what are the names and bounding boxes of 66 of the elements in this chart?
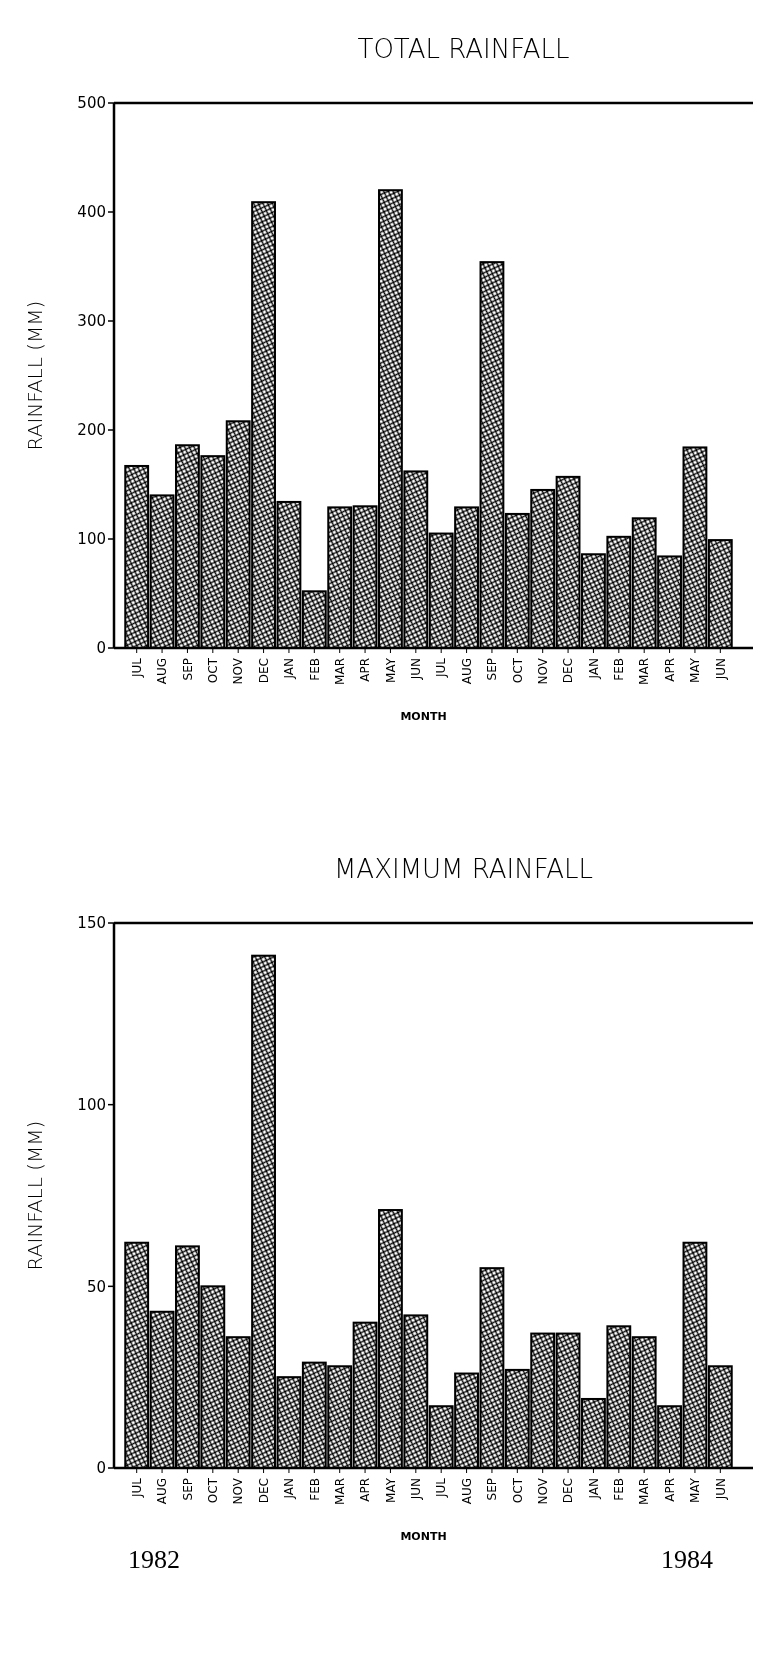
x-tick-label: OCT xyxy=(510,657,525,684)
x-tick-label: AUG xyxy=(155,1478,170,1505)
x-tick-label: OCT xyxy=(206,1477,221,1504)
x-tick-label: DEC xyxy=(561,658,576,684)
x-tick-label: NOV xyxy=(535,1477,550,1505)
x-tick-label: JUN xyxy=(713,1478,728,1501)
chart-title: TOTAL RAINFALL xyxy=(357,34,570,64)
x-tick-label: NOV xyxy=(231,657,246,685)
x-tick-label: FEB xyxy=(612,1478,627,1501)
x-tick-label: MAR xyxy=(332,658,347,685)
y-tick-label: 50 xyxy=(86,1277,106,1296)
x-axis-title: MONTH xyxy=(400,1530,447,1543)
x-tick-label: JUN xyxy=(409,1478,424,1501)
x-tick-label: DEC xyxy=(561,1478,576,1504)
x-tick-label: OCT xyxy=(206,657,221,684)
x-tick-label: AUG xyxy=(459,1478,474,1505)
x-tick-label: JAN xyxy=(282,658,297,680)
x-tick-label: SEP xyxy=(485,658,500,681)
x-tick-label: MAR xyxy=(332,1478,347,1505)
y-tick-label: 100 xyxy=(77,1095,106,1114)
x-tick-label: JUL xyxy=(129,1477,144,1499)
x-tick-label: APR xyxy=(662,1478,677,1502)
x-tick-label: MAY xyxy=(688,1477,703,1503)
x-tick-label: DEC xyxy=(256,1478,271,1504)
x-tick-label: JAN xyxy=(586,658,601,680)
x-tick-label: MAR xyxy=(637,658,652,685)
y-axis-title: RAINFALL (MM) xyxy=(23,300,47,451)
y-axis-title: RAINFALL (MM) xyxy=(23,1120,47,1271)
x-tick-label: SEP xyxy=(180,1478,195,1501)
x-tick-label: APR xyxy=(358,1478,373,1502)
x-tick-label: AUG xyxy=(459,658,474,685)
y-tick-label: 100 xyxy=(77,530,106,549)
x-tick-label: SEP xyxy=(180,658,195,681)
y-tick-label: 0 xyxy=(96,1459,106,1478)
x-tick-label: JUL xyxy=(434,657,449,679)
x-tick-label: MAY xyxy=(383,1477,398,1503)
y-tick-label: 300 xyxy=(77,312,106,331)
x-tick-label: OCT xyxy=(510,1477,525,1504)
x-tick-label: FEB xyxy=(612,658,627,681)
x-tick-label: DEC xyxy=(256,658,271,684)
y-tick-label: 150 xyxy=(77,914,106,933)
x-tick-label: JUN xyxy=(713,658,728,681)
x-tick-label: JAN xyxy=(282,1478,297,1500)
x-tick-label: JUL xyxy=(129,657,144,679)
x-tick-label: FEB xyxy=(307,658,322,681)
y-tick-label: 0 xyxy=(96,639,106,658)
y-tick-label: 500 xyxy=(77,94,106,113)
x-tick-label: SEP xyxy=(485,1478,500,1501)
text: 1984 xyxy=(661,1545,713,1574)
x-tick-label: JAN xyxy=(586,1478,601,1500)
x-tick-label: JUN xyxy=(409,658,424,681)
text: 1982 xyxy=(128,1545,180,1574)
x-tick-label: NOV xyxy=(231,1477,246,1505)
x-tick-label: NOV xyxy=(535,657,550,685)
x-tick-label: AUG xyxy=(155,658,170,685)
x-tick-label: APR xyxy=(358,658,373,682)
x-tick-label: MAY xyxy=(688,657,703,683)
y-tick-label: 200 xyxy=(77,421,106,440)
x-tick-label: MAY xyxy=(383,657,398,683)
x-axis-title: MONTH xyxy=(400,710,447,723)
y-tick-label: 400 xyxy=(77,203,106,222)
chart-title: MAXIMUM RAINFALL xyxy=(333,854,594,884)
x-tick-label: APR xyxy=(662,658,677,682)
x-tick-label: MAR xyxy=(637,1478,652,1505)
x-tick-label: FEB xyxy=(307,1478,322,1501)
x-tick-label: JUL xyxy=(434,1477,449,1499)
